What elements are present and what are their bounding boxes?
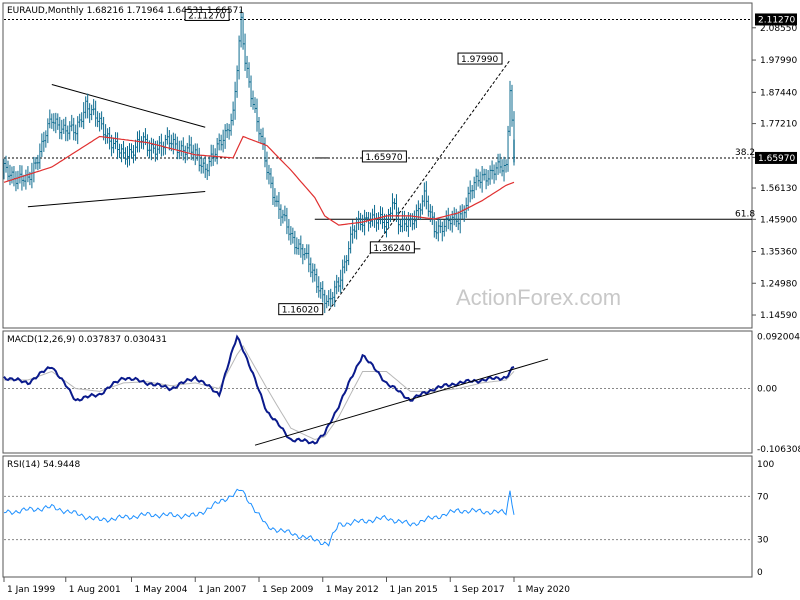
price-bars bbox=[3, 9, 515, 314]
current-price-tag: 1.65970 bbox=[758, 154, 795, 164]
macd-y-label: -0.106308 bbox=[757, 445, 800, 455]
rsi-y-label: 100 bbox=[757, 460, 774, 470]
macd-lines bbox=[3, 334, 752, 446]
price-y-label: 1.35360 bbox=[760, 248, 797, 258]
macd-y-label: 0.00 bbox=[757, 385, 777, 395]
price-callout-label: 1.65970 bbox=[365, 153, 402, 163]
rsi-panel-frame bbox=[2, 455, 753, 578]
rsi-y-label: 0 bbox=[757, 568, 763, 578]
price-panel-header: EURAUD,Monthly 1.68216 1.71964 1.64531 1… bbox=[7, 6, 244, 16]
price-callout-label: 2.11270 bbox=[188, 11, 225, 21]
top-price-tag-bg bbox=[755, 13, 797, 26]
rsi-y-label: 30 bbox=[757, 536, 769, 546]
price-levels: 38.2 61.8 bbox=[4, 18, 755, 220]
x-axis-label: 1 Sep 2017 bbox=[453, 585, 504, 595]
fib-38-2-label: 38.2 bbox=[735, 148, 755, 158]
price-y-label: 1.77210 bbox=[760, 120, 797, 130]
macd-panel-header: MACD(12,26,9) 0.037837 0.030431 bbox=[7, 335, 167, 345]
price-panel-frame bbox=[2, 2, 753, 329]
rsi-line bbox=[3, 488, 752, 547]
price-callout-label: 1.97990 bbox=[461, 55, 498, 65]
rsi-line bbox=[3, 488, 515, 547]
x-axis-label: 1 Jan 2007 bbox=[198, 585, 246, 595]
fib-61-8-label: 61.8 bbox=[735, 209, 755, 219]
x-axis-label: 1 May 2012 bbox=[326, 585, 379, 595]
price-callout-label: 1.16020 bbox=[282, 306, 319, 316]
price-callout-box bbox=[278, 303, 324, 316]
macd-trendline bbox=[254, 358, 549, 446]
trendlines bbox=[27, 59, 511, 311]
x-axis-label: 1 Aug 2001 bbox=[69, 585, 121, 595]
ma-line bbox=[3, 135, 515, 226]
triangle-upper-trendline bbox=[51, 84, 206, 128]
macd-panel-frame bbox=[2, 330, 753, 454]
x-axis-label: 1 Jan 2015 bbox=[390, 585, 438, 595]
projection-dashed-trendline bbox=[328, 59, 511, 311]
triangle-lower-trendline bbox=[27, 190, 206, 208]
price-callouts: 2.11270 1.97990 1.65970 1.36240 1.16020 bbox=[184, 8, 503, 316]
price-callout-box bbox=[361, 150, 407, 163]
price-y-label: 1.87440 bbox=[760, 88, 797, 98]
price-callout-label: 1.36240 bbox=[373, 244, 410, 254]
price-y-label: 1.97990 bbox=[760, 56, 797, 66]
price-y-label: 1.56130 bbox=[760, 184, 797, 194]
x-axis-labels: 1 Jan 1999 1 Aug 2001 1 May 2004 1 Jan 2007… bbox=[3, 577, 570, 595]
macd-line bbox=[3, 334, 515, 445]
y-axis-labels: 2.085501.979901.874401.772101.661501.561… bbox=[752, 13, 800, 578]
rsi-panel-header: RSI(14) 54.9448 bbox=[7, 460, 80, 470]
x-axis-label: 1 Jan 1999 bbox=[7, 585, 55, 595]
price-callout-box bbox=[457, 52, 503, 65]
price-callout-box bbox=[369, 241, 415, 254]
price-y-label: 1.45900 bbox=[760, 215, 797, 225]
price-y-label: 2.08550 bbox=[760, 24, 797, 34]
price-y-label: 1.24980 bbox=[760, 279, 797, 289]
macd-y-label: 0.092004 bbox=[757, 332, 800, 342]
current-price-tag-bg bbox=[755, 151, 797, 164]
price-y-label: 1.14590 bbox=[760, 311, 797, 321]
moving-average bbox=[3, 135, 515, 226]
x-axis-label: 1 Sep 2009 bbox=[262, 585, 314, 595]
x-axis-label: 1 May 2020 bbox=[517, 585, 570, 595]
x-axis-label: 1 May 2004 bbox=[135, 585, 188, 595]
top-price-tag: 2.11270 bbox=[758, 15, 795, 25]
watermark: ActionForex.com bbox=[456, 285, 621, 310]
rsi-y-label: 70 bbox=[757, 492, 769, 502]
price-callout-box bbox=[184, 8, 230, 21]
macd-signal-line bbox=[4, 345, 515, 441]
